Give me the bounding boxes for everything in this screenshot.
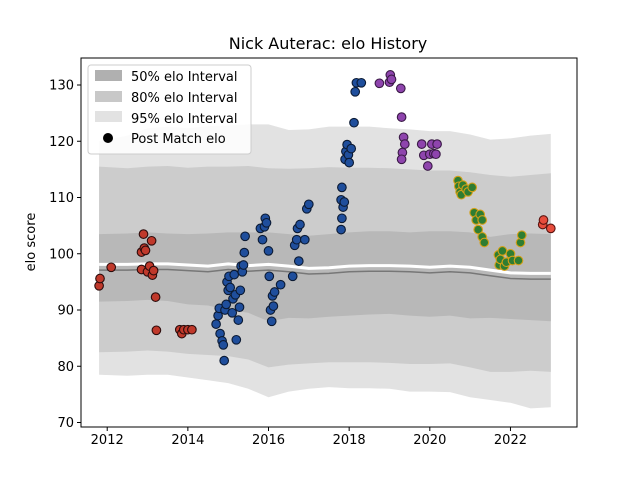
data-point — [291, 234, 302, 245]
data-point — [269, 287, 280, 297]
data-point — [293, 256, 304, 266]
post-match-points — [94, 70, 556, 366]
data-point — [146, 235, 157, 246]
data-point — [221, 299, 232, 310]
x-tick-label: 2014 — [171, 433, 204, 448]
data-point — [211, 319, 221, 329]
legend-label-50: 50% elo Interval — [131, 70, 238, 85]
interval-50-band — [99, 231, 551, 322]
plot-frame — [80, 57, 578, 428]
x-tick-label: 2016 — [252, 433, 285, 448]
x-axis-ticks: 2012 2014 2016 2018 2020 2022 — [91, 427, 527, 448]
data-point — [150, 292, 161, 302]
data-point — [268, 301, 279, 311]
data-point — [337, 213, 347, 224]
data-point — [396, 112, 407, 122]
legend[interactable]: 50% elo Interval 80% elo Interval 95% el… — [87, 64, 252, 155]
data-point — [336, 224, 346, 235]
data-point — [140, 245, 151, 256]
data-point — [266, 316, 277, 327]
legend-label-80: 80% elo Interval — [131, 91, 238, 106]
data-point — [431, 149, 441, 160]
data-point — [261, 217, 272, 228]
data-point — [239, 247, 250, 258]
data-point — [227, 307, 238, 318]
chart-title: Nick Auterac: elo History — [229, 34, 428, 53]
plot-area — [94, 70, 556, 409]
data-point — [257, 234, 268, 245]
data-point — [240, 231, 250, 242]
data-point — [350, 86, 361, 97]
x-tick-label: 2020 — [413, 433, 446, 448]
data-point — [513, 255, 524, 266]
data-point — [538, 215, 549, 225]
data-point — [219, 355, 230, 366]
data-point — [231, 334, 242, 345]
data-point — [225, 282, 236, 293]
y-tick-label: 100 — [49, 247, 74, 262]
data-point — [229, 269, 240, 280]
x-tick-label: 2018 — [333, 433, 366, 448]
data-point — [395, 83, 406, 94]
legend-frame — [87, 64, 252, 155]
data-point — [299, 234, 310, 245]
data-point — [235, 285, 246, 296]
data-point — [346, 143, 357, 154]
data-point — [356, 77, 367, 88]
data-point — [516, 230, 527, 241]
y-axis-ticks: 70 80 90 100 110 120 130 — [49, 79, 81, 431]
y-tick-label: 120 — [49, 135, 74, 150]
legend-swatch-95 — [95, 111, 122, 122]
legend-marker-icon — [103, 133, 113, 143]
data-point — [467, 182, 478, 193]
x-tick-label: 2022 — [494, 433, 527, 448]
data-point — [138, 229, 149, 239]
data-point — [187, 324, 197, 335]
data-point — [422, 161, 433, 171]
expected-elo-line-halo — [99, 262, 551, 275]
data-point — [234, 302, 245, 313]
data-point — [275, 279, 286, 290]
data-point — [479, 237, 490, 248]
data-point — [95, 273, 105, 284]
data-point — [477, 215, 488, 225]
expected-elo-line — [99, 268, 551, 280]
data-point — [339, 197, 350, 207]
data-point — [148, 265, 159, 276]
data-point — [473, 224, 484, 235]
data-point — [263, 246, 274, 256]
data-point — [386, 74, 397, 85]
data-point — [349, 117, 359, 128]
data-point — [374, 78, 385, 89]
data-point — [396, 154, 407, 165]
y-tick-label: 80 — [57, 360, 74, 375]
y-tick-label: 90 — [57, 304, 74, 319]
data-point — [344, 157, 355, 168]
data-point — [218, 340, 229, 350]
legend-swatch-80 — [95, 91, 122, 102]
data-point — [497, 246, 508, 256]
data-point — [295, 219, 305, 230]
data-point — [399, 139, 410, 149]
data-point — [264, 271, 275, 282]
y-tick-label: 130 — [49, 79, 74, 94]
data-point — [238, 260, 249, 270]
data-point — [337, 182, 347, 193]
data-point — [151, 325, 162, 336]
legend-label-post-match: Post Match elo — [131, 132, 226, 147]
y-tick-label: 70 — [57, 416, 74, 431]
data-point — [287, 271, 298, 282]
legend-label-95: 95% elo Interval — [131, 112, 238, 127]
y-axis-label: elo score — [24, 213, 39, 272]
y-tick-label: 110 — [49, 191, 74, 206]
legend-swatch-50 — [95, 70, 122, 81]
data-point — [106, 262, 117, 273]
data-point — [303, 199, 314, 210]
data-point — [432, 139, 442, 149]
data-point — [416, 139, 427, 149]
data-point — [233, 315, 244, 325]
data-point — [545, 223, 556, 234]
x-tick-label: 2012 — [91, 433, 124, 448]
